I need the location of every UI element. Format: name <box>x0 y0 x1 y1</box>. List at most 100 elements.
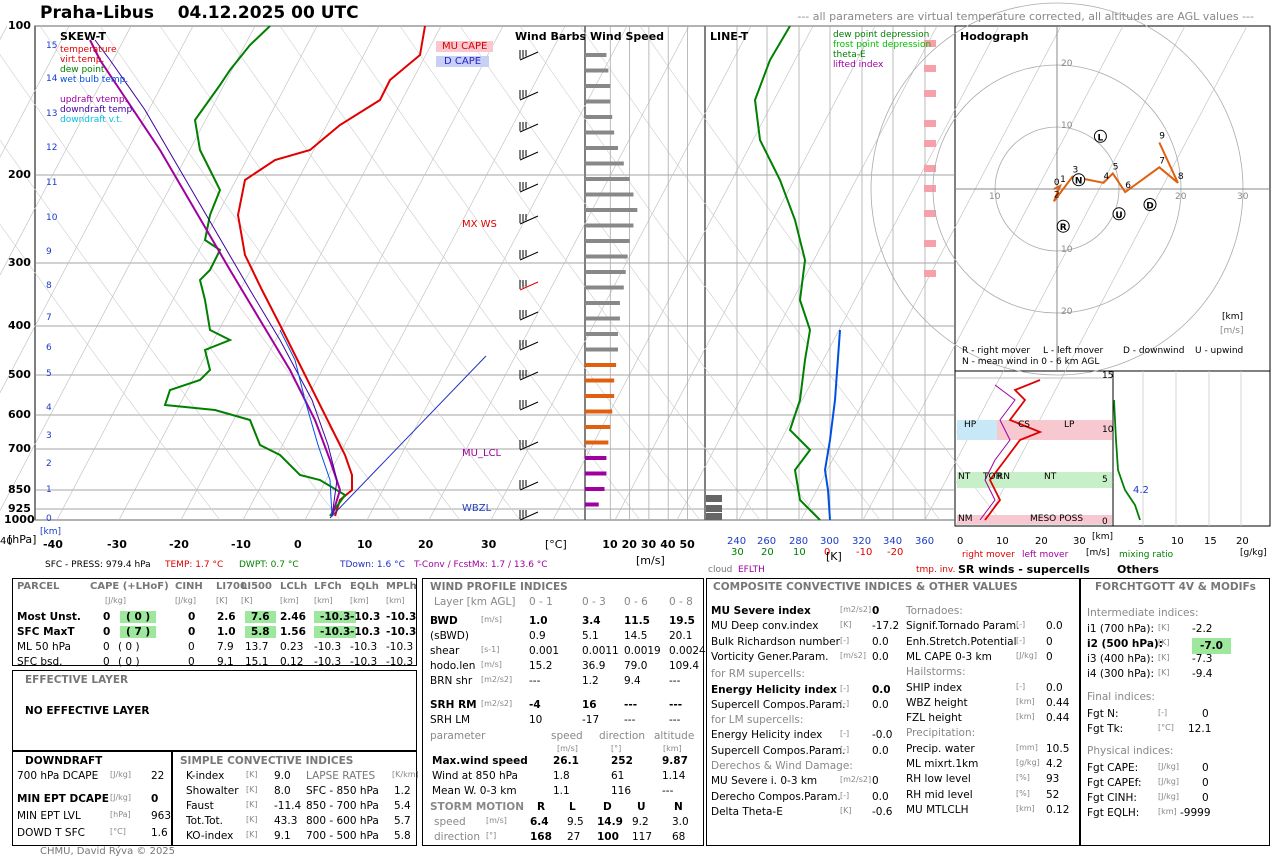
param-label: Max.wind speed <box>432 755 528 767</box>
ws-tick: 40 <box>660 538 676 551</box>
parcel-cell: 0 <box>103 626 111 638</box>
composite-right-unit: [mm] <box>1016 742 1038 752</box>
updraft-line <box>89 39 342 517</box>
lapse-value: 5.4 <box>394 800 411 812</box>
temp-tick: -40 <box>43 538 63 551</box>
parcel-header: MPLh <box>386 581 417 592</box>
composite-left-value: 0.0 <box>872 683 891 696</box>
lapse-unit: [K/km] <box>392 770 419 779</box>
storm-value: 14.9 <box>597 816 623 828</box>
dry-adiabat <box>519 25 881 521</box>
sr-band-label: CS <box>1018 420 1030 430</box>
fgt-p-value: 0 <box>1202 762 1209 774</box>
wind-barb <box>519 510 539 521</box>
hodo-point-label: 8 <box>1178 172 1184 182</box>
parcel-cell: 2.6 <box>217 611 236 623</box>
simple-label: K-index <box>186 770 225 782</box>
composite-left-unit: [-] <box>840 790 850 800</box>
param-head: speed <box>551 730 583 742</box>
parcel-header: EQLh <box>350 581 379 592</box>
dry-adiabat <box>0 139 281 521</box>
composite-left-label: Bulk Richardson number <box>711 635 840 648</box>
composite-right-label: MU MTLCLH <box>906 803 969 816</box>
downdraft-box <box>12 751 172 846</box>
parcel-cell: ( 0 ) <box>118 641 140 653</box>
wind-label: (sBWD) <box>430 630 469 642</box>
parcel-header: LFCh <box>314 581 342 592</box>
composite-right-unit: [-] <box>1016 681 1026 691</box>
wind-col: 0 - 8 <box>669 596 693 608</box>
temp-tick: 10 <box>357 538 373 551</box>
storm-col: R <box>537 801 546 813</box>
simple-label: Showalter <box>186 785 239 797</box>
parcel-cell: 0 <box>188 626 196 638</box>
hodo-point-label: 4 <box>1104 172 1110 182</box>
hodo-legend: D - downwind <box>1123 346 1185 356</box>
legend-item: temperature <box>60 45 117 55</box>
hpa-unit: [hPa] <box>8 533 37 546</box>
simple-value: 9.1 <box>274 830 291 842</box>
temp-tick: -30 <box>107 538 127 551</box>
parcel-cell: 0 <box>103 611 111 623</box>
legend-item: dew point <box>60 65 105 75</box>
windspeed-title: Wind Speed <box>590 30 665 43</box>
wind-value: 9.4 <box>624 675 641 687</box>
parcel-box <box>12 578 417 666</box>
downdraft-value: 963 <box>151 810 172 822</box>
composite-left-value: -17.2 <box>872 620 900 633</box>
hodo-marker <box>1056 219 1070 233</box>
wetbulb-line <box>279 329 333 517</box>
barb-staff <box>519 481 539 491</box>
parcel-unit: [K] <box>241 596 253 605</box>
parcel-header: PARCEL <box>17 581 60 592</box>
mu-lcl-label: MU_LCL <box>462 448 502 459</box>
downdraft-unit: [J/kg] <box>110 770 132 779</box>
effective-text: NO EFFECTIVE LAYER <box>25 705 150 717</box>
parcel-cell: SFC MaxT <box>17 626 75 638</box>
linet-legend: frost point depression <box>833 40 932 50</box>
barb-staff <box>519 371 539 381</box>
ws-bar <box>585 409 613 414</box>
parcel-cell: 1.0 <box>217 626 236 638</box>
fgt-p-value: 0 <box>1202 792 1209 804</box>
sr-ytick: 5 <box>1102 475 1108 485</box>
composite-right-label: ML mixrt.1km <box>906 758 979 770</box>
sr-title: SR winds - supercells <box>958 563 1090 576</box>
others-xtick: 20 <box>1236 536 1249 547</box>
dry-adiabat <box>579 25 941 521</box>
composite-left-label: Energy Helicity index <box>711 683 837 696</box>
inversion-block <box>924 120 936 127</box>
ws-bar <box>585 378 615 383</box>
composite-left-value: 0.0 <box>872 790 889 803</box>
composite-right-value: 10.5 <box>1046 742 1070 755</box>
parcel-cell: ML 50 hPa <box>17 641 71 653</box>
header-note: --- all parameters are virtual temperatu… <box>797 10 1254 23</box>
linet-tick-top: 240 <box>727 536 747 547</box>
composite-right-label: Hailstorms: <box>906 666 966 679</box>
parcel-cell: 13.7 <box>245 641 269 653</box>
mxws-label: MX WS <box>462 219 497 230</box>
fgt-i-unit: [K] <box>1158 668 1170 677</box>
parcel-cell: -10.3 <box>350 656 378 668</box>
isotherm <box>428 25 690 521</box>
composite-left-unit: [-] <box>840 683 850 693</box>
pressure-tick: 200 <box>8 168 31 181</box>
sr-legend-rm: right mover <box>962 550 1015 560</box>
composite-left-label: for RM supercells: <box>711 668 805 681</box>
composite-right-label: FZL height <box>906 712 962 725</box>
composite-right-value: 0 <box>1046 635 1053 648</box>
ws-bar <box>585 53 607 57</box>
composite-right-unit: [%] <box>1016 773 1030 783</box>
dry-adiabat <box>0 54 341 521</box>
composite-title: COMPOSITE CONVECTIVE INDICES & OTHER VAL… <box>713 581 1018 593</box>
sr-band-label: RN <box>997 472 1010 482</box>
barb-staff <box>519 183 539 193</box>
ws-bar <box>585 502 599 507</box>
temp-tick: 0 <box>294 538 302 551</box>
hodo-marker-label: R <box>1060 223 1067 233</box>
wind-value: 19.5 <box>669 615 695 627</box>
km-unit: [km] <box>40 527 62 537</box>
wind-barb <box>519 50 539 61</box>
hodo-ring-label: 10 <box>1061 121 1073 131</box>
ws-bar <box>585 161 624 166</box>
